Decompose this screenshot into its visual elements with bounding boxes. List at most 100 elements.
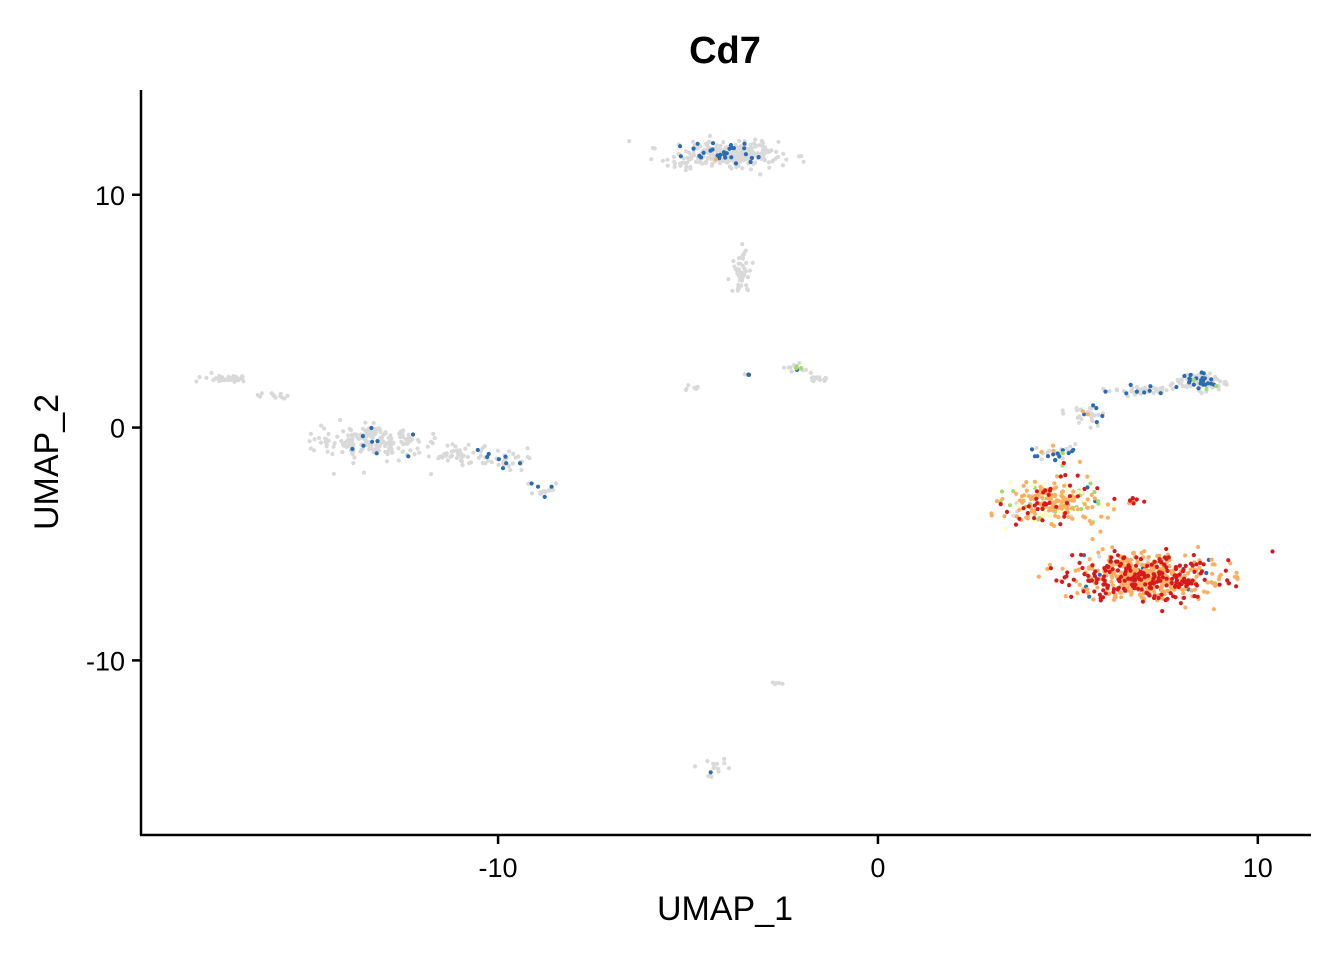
- cell-point: [1162, 555, 1168, 560]
- cell-point: [529, 481, 534, 486]
- cell-point: [1102, 574, 1107, 579]
- cell-point: [703, 159, 709, 164]
- cell-point: [1216, 577, 1222, 582]
- cell-point: [1226, 558, 1231, 563]
- cell-point: [1143, 582, 1148, 587]
- cell-point: [758, 151, 764, 156]
- cell-point: [797, 360, 802, 366]
- cell-point: [1040, 495, 1045, 500]
- cell-point: [1002, 514, 1007, 519]
- cell-point: [323, 436, 328, 441]
- cell-point: [1138, 557, 1143, 562]
- cell-point: [316, 435, 322, 441]
- cell-point: [280, 395, 285, 400]
- cell-point: [1021, 506, 1026, 511]
- cell-point: [342, 443, 347, 448]
- cell-point: [1108, 559, 1113, 564]
- cell-point: [1040, 518, 1045, 523]
- cell-point: [369, 443, 374, 448]
- cell-point: [1097, 592, 1102, 597]
- cell-point: [1090, 537, 1095, 542]
- cell-point: [364, 440, 369, 445]
- cell-point: [408, 448, 413, 453]
- cell-point: [410, 432, 416, 437]
- cell-point: [383, 430, 388, 435]
- cell-point: [722, 756, 727, 762]
- cell-point: [385, 452, 390, 457]
- cell-point: [1111, 507, 1116, 512]
- cell-point: [691, 153, 696, 158]
- cell-point: [1059, 499, 1065, 504]
- cell-point: [1067, 583, 1072, 588]
- cell-point: [1211, 607, 1216, 612]
- cell-point: [1166, 555, 1171, 560]
- cell-point: [448, 454, 453, 459]
- cell-point: [1110, 567, 1115, 572]
- cell-point: [370, 435, 375, 440]
- cell-point: [483, 461, 488, 466]
- cell-point: [1184, 584, 1189, 589]
- cell-point: [1094, 580, 1099, 585]
- cell-point: [504, 461, 509, 466]
- cell-point: [1025, 514, 1030, 519]
- cell-point: [1000, 496, 1005, 501]
- cell-point: [340, 450, 345, 455]
- cell-point: [465, 454, 470, 460]
- cell-point: [1112, 549, 1117, 554]
- cell-point: [1051, 452, 1056, 457]
- cell-point: [1047, 562, 1052, 567]
- cell-point: [345, 438, 350, 443]
- cell-point: [1157, 557, 1162, 562]
- cell-point: [335, 434, 340, 439]
- cell-point: [1075, 494, 1080, 499]
- cell-point: [1096, 550, 1101, 555]
- cell-point: [1191, 377, 1196, 383]
- cell-point: [360, 426, 365, 431]
- cell-point: [1089, 412, 1094, 417]
- cell-point: [1060, 456, 1065, 461]
- cell-point: [1085, 412, 1090, 417]
- cell-point: [998, 502, 1003, 507]
- cell-point: [415, 446, 420, 451]
- cell-point: [396, 458, 401, 463]
- cell-point: [1179, 377, 1184, 382]
- cell-point: [1136, 586, 1141, 591]
- cell-point: [740, 242, 745, 247]
- cell-point: [1163, 598, 1168, 603]
- cell-point: [1147, 593, 1152, 598]
- cell-point: [1147, 388, 1152, 393]
- cell-point: [406, 432, 411, 437]
- cell-point: [1175, 573, 1180, 578]
- cell-point: [1133, 563, 1139, 568]
- cell-point: [311, 448, 317, 453]
- cell-point: [1181, 595, 1187, 601]
- cell-point: [1060, 408, 1065, 413]
- cell-point: [1068, 444, 1073, 449]
- cell-point: [1222, 381, 1227, 386]
- cell-point: [500, 466, 506, 471]
- cell-point: [1110, 575, 1115, 580]
- cell-point: [1178, 601, 1183, 606]
- cell-point: [1110, 583, 1116, 588]
- cell-point: [1040, 506, 1045, 511]
- cell-point: [738, 261, 743, 266]
- cell-point: [1186, 571, 1191, 576]
- cell-point: [1079, 490, 1084, 495]
- cell-point: [1044, 496, 1049, 501]
- cell-point: [1077, 582, 1082, 588]
- cell-point: [323, 439, 328, 445]
- cell-point: [1201, 589, 1207, 594]
- cell-point: [1047, 500, 1052, 505]
- cell-point: [1014, 514, 1019, 519]
- cell-point: [774, 149, 779, 154]
- cell-point: [375, 439, 380, 444]
- cell-point: [1133, 572, 1138, 577]
- cell-point: [730, 288, 735, 293]
- cell-point: [697, 153, 702, 158]
- cell-point: [1119, 570, 1124, 575]
- cell-point: [781, 365, 787, 370]
- cell-point: [1063, 510, 1068, 516]
- cell-point: [416, 439, 422, 444]
- cell-point: [361, 470, 366, 475]
- cell-point: [1129, 577, 1134, 582]
